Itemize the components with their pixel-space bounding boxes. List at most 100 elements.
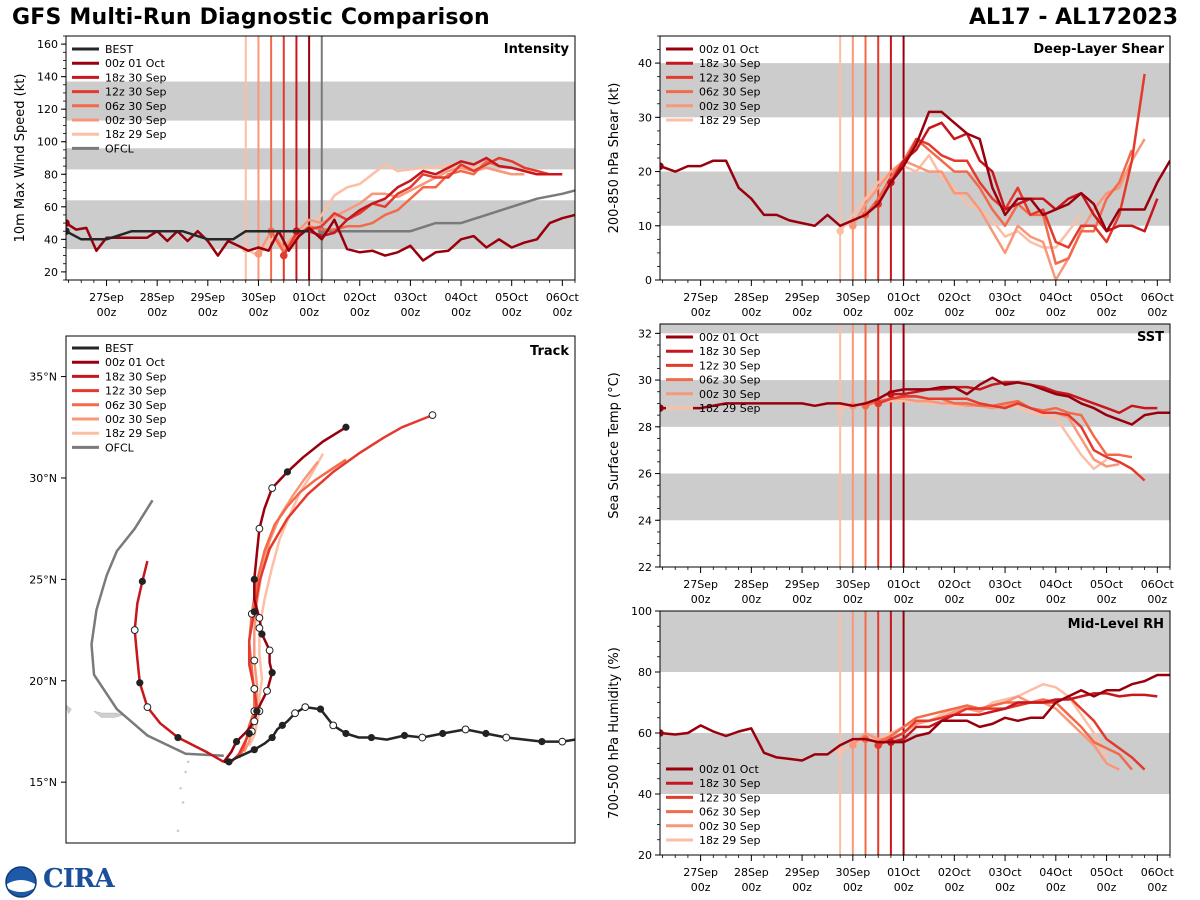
x-tick-label-hour: 00z <box>995 881 1015 894</box>
y-tick-label: 32 <box>638 327 652 340</box>
panel-title: SST <box>1137 330 1164 345</box>
legend-label: 00z 01 Oct <box>105 356 165 369</box>
legend-label: BEST <box>105 43 133 56</box>
x-tick-label-hour: 00z <box>198 306 218 319</box>
legend-label: 18z 30 Sep <box>699 777 761 790</box>
x-tick-label: 04Oct <box>445 291 479 304</box>
x-tick-label-hour: 00z <box>691 593 711 606</box>
x-tick-label: 03Oct <box>989 291 1023 304</box>
x-tick-label: 28Sep <box>734 291 769 304</box>
x-tick-label: 28Sep <box>734 866 769 879</box>
y-tick-label: 100 <box>37 136 58 149</box>
y-tick-label: 40 <box>638 788 652 801</box>
x-tick-label: 28Sep <box>140 291 175 304</box>
y-tick-label: 20 <box>638 166 652 179</box>
series-start-marker <box>849 221 857 230</box>
x-tick-label: 29Sep <box>190 291 225 304</box>
x-tick-label-hour: 00z <box>792 306 812 319</box>
track-position-marker-open <box>250 656 259 665</box>
track-position-marker <box>283 468 292 476</box>
islet <box>186 760 190 764</box>
x-tick-label-hour: 00z <box>552 306 572 319</box>
lat-tick-label: 25°N <box>29 573 57 586</box>
x-tick-label-hour: 00z <box>691 306 711 319</box>
track-position-marker-open <box>250 717 259 726</box>
legend-label: 18z 29 Sep <box>699 402 761 415</box>
series-line <box>877 695 1146 771</box>
series-start-marker <box>660 404 664 412</box>
cira-logo: CIRA <box>5 864 115 898</box>
y-axis-label: 700-500 hPa Humidity (%) <box>607 647 622 819</box>
track-position-marker-open <box>250 684 259 693</box>
track-position-marker <box>538 738 546 746</box>
y-tick-label: 30 <box>638 111 652 124</box>
track-position-marker <box>400 731 409 740</box>
legend-label: 18z 30 Sep <box>699 345 761 358</box>
legend-label: 12z 30 Sep <box>699 791 761 804</box>
legend-label: 06z 30 Sep <box>105 100 167 113</box>
track-position-marker-open <box>255 613 264 622</box>
series-line <box>321 189 575 233</box>
x-tick-label-hour: 00z <box>401 306 421 319</box>
map-layer <box>66 411 575 833</box>
x-tick-label-hour: 00z <box>97 306 117 319</box>
series-start-marker <box>836 404 844 412</box>
series-start-marker <box>836 227 844 235</box>
legend-label: 00z 01 Oct <box>105 57 165 70</box>
track-position-marker-open <box>291 709 299 718</box>
x-tick-label-hour: 00z <box>1046 881 1066 894</box>
track-line <box>90 499 224 758</box>
panel-title: Track <box>530 344 569 359</box>
track-position-marker-open <box>268 484 277 493</box>
track-position-marker <box>138 577 146 585</box>
series-line <box>66 229 310 241</box>
x-tick-label-hour: 00z <box>1147 593 1167 606</box>
legend-label: 06z 30 Sep <box>699 86 761 99</box>
track-position-marker <box>250 575 258 583</box>
x-tick-label: 03Oct <box>394 291 428 304</box>
x-tick-label: 28Sep <box>734 578 769 591</box>
track-position-marker <box>250 746 258 754</box>
series-start-marker <box>66 219 70 227</box>
series-start-marker <box>660 162 664 170</box>
islet <box>179 786 182 790</box>
track-line <box>242 460 319 753</box>
x-tick-label: 30Sep <box>835 866 870 879</box>
track-position-marker-open <box>558 737 567 746</box>
y-tick-label: 24 <box>638 514 652 527</box>
threshold-band <box>66 81 575 121</box>
legend-label: 00z 30 Sep <box>699 388 761 401</box>
track-position-marker <box>250 608 258 616</box>
threshold-band <box>660 611 1170 672</box>
series-start-marker <box>279 251 288 260</box>
x-tick-label-hour: 00z <box>792 593 812 606</box>
track-position-marker-open <box>301 703 310 712</box>
series-line <box>660 110 1170 233</box>
series-group <box>660 376 1170 482</box>
track-position-marker <box>174 733 182 742</box>
chart-panel-shear: 0 10 20 30 40 27Sep 00z 28Sep 00z 29Sep 00z 30Sep 00… <box>607 35 1175 319</box>
y-tick-label: 20 <box>44 266 58 279</box>
y-tick-label: 0 <box>645 274 652 287</box>
threshold-band <box>66 200 575 250</box>
x-tick-label-hour: 00z <box>843 306 863 319</box>
x-tick-label: 29Sep <box>785 291 820 304</box>
x-tick-label-hour: 00z <box>350 306 370 319</box>
y-tick-label: 160 <box>37 38 58 51</box>
panel-title: Mid-Level RH <box>1068 617 1164 632</box>
series-line <box>660 673 1170 762</box>
x-tick-label-hour: 00z <box>843 881 863 894</box>
track-line <box>133 560 225 763</box>
x-tick-label-hour: 00z <box>741 306 761 319</box>
x-tick-label-hour: 00z <box>944 593 964 606</box>
series-line <box>877 73 1146 249</box>
y-tick-label: 28 <box>638 421 652 434</box>
x-tick-label: 04Oct <box>1039 291 1073 304</box>
x-tick-label: 27Sep <box>89 291 124 304</box>
x-tick-label-hour: 00z <box>502 306 522 319</box>
series-start-marker <box>836 747 844 756</box>
x-tick-label: 03Oct <box>989 578 1023 591</box>
series-start-marker <box>660 729 664 737</box>
y-tick-label: 30 <box>638 374 652 387</box>
